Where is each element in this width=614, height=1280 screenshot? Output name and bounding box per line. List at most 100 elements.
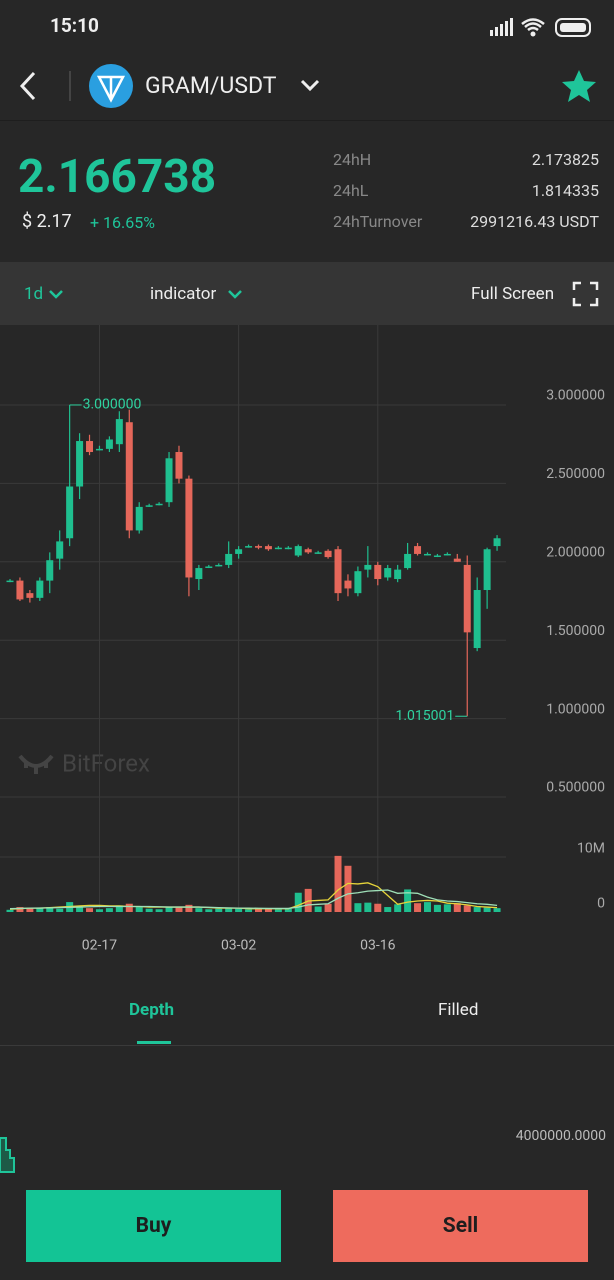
volume-bar [16,907,24,912]
volume-bar [125,903,133,912]
buy-button[interactable]: Buy [26,1190,281,1262]
candle-body [423,553,431,556]
candle-body [135,506,143,531]
watermark: BitForex [18,749,150,777]
volume-bar [314,906,322,912]
candle-body [46,560,54,581]
candle-body [354,571,362,594]
usd-price: $ 2.17 [22,211,72,232]
y-tick-label: 1.500000 [546,623,605,639]
annotation: 1.015001 [395,708,454,724]
stat-label: 24hH [333,150,372,169]
volume-bar [155,909,163,912]
candle-body [195,568,203,580]
annotation: 3.000000 [83,397,142,413]
stat-value: 1.814335 [531,181,599,200]
volume-bar [473,907,481,912]
y-tick-label: 1.000000 [546,701,605,717]
candle-body [463,564,471,633]
volume-bar [145,908,153,912]
last-price: 2.166738 [18,150,217,204]
stat-value: 2991216.43 USDT [470,212,599,231]
stat-row: 24hL 1.814335 [333,181,599,212]
volume-bar [135,907,143,912]
candle-body [334,549,342,594]
candle-body [344,580,352,589]
candle-body [264,546,272,550]
tab-depth[interactable]: Depth [129,1000,175,1020]
candle-body [105,439,113,449]
candle-body [155,503,163,506]
x-tick-label: 03-02 [221,938,256,954]
tab-indicator [137,1041,171,1044]
volume-bar [414,903,422,912]
candle-body [274,547,282,550]
candle-body [255,546,262,548]
pair-dropdown[interactable] [300,79,320,92]
interval[interactable]: 1d [24,284,44,304]
candle-body [324,550,332,558]
volume-bar [384,907,392,912]
volume-bar [245,909,253,912]
candle-body [56,541,64,559]
volume-bar [255,908,262,912]
tab-filled[interactable]: Filled [438,1000,479,1020]
volume-bar [115,905,123,912]
sell-button[interactable]: Sell [333,1190,588,1262]
volume-tick-label: 0 [597,896,605,912]
volume-bar [225,908,233,912]
back-button[interactable] [19,71,36,101]
volume-bar [105,908,113,912]
volume-bar [175,907,183,912]
volume-bar [463,905,471,912]
depth-chart [0,1137,15,1173]
volume-ma-line [9,889,498,910]
volume-bar [165,907,173,912]
volume-bar [334,855,342,912]
volume-bar [483,907,491,912]
candle-body [16,580,24,600]
volume-bar [284,908,292,912]
volume-bar [404,889,412,912]
status-icons [490,18,591,37]
toolbar-icons [49,281,599,307]
y-tick-label: 0.500000 [546,780,605,796]
candle-body [6,580,14,583]
candle-body [245,546,253,548]
favorite-star[interactable] [562,70,596,102]
volume-bar [264,908,272,912]
volume-bar [324,903,332,912]
volume-bar [344,865,352,912]
stat-label: 24hTurnover [333,212,423,231]
pair-title[interactable]: GRAM/USDT [145,72,277,99]
volume-bar [76,907,84,912]
candle-body [304,549,312,553]
volume-bar [185,904,193,912]
volume-bar [433,904,441,912]
volume-bar [205,909,213,912]
candle-body [364,564,372,570]
volume-bar [86,908,94,912]
stat-value: 2.173825 [531,150,599,169]
y-tick-label: 2.000000 [546,544,605,560]
change: + 16.65% [90,213,155,232]
volume-bar [374,903,382,912]
fullscreen[interactable]: Full Screen [471,284,555,304]
volume-bar [46,907,54,912]
volume-bar [95,909,103,912]
stats: 24hH 2.173825 24hL 1.814335 24hTurnover 29912… [333,150,599,243]
candle-body [36,580,44,598]
candle-body [443,553,451,556]
candle-body [284,547,292,550]
divider [0,1045,614,1046]
watermark-text: BitForex [62,749,150,777]
volume-bar [493,908,501,912]
candle-body [185,478,193,578]
indicator[interactable]: indicator [150,284,217,304]
depth-axis-label: 4000000.0000 [515,1128,606,1144]
candle-body [26,593,34,598]
candle-body [493,538,501,547]
volume-bar [26,908,34,912]
candle-body [225,553,233,565]
